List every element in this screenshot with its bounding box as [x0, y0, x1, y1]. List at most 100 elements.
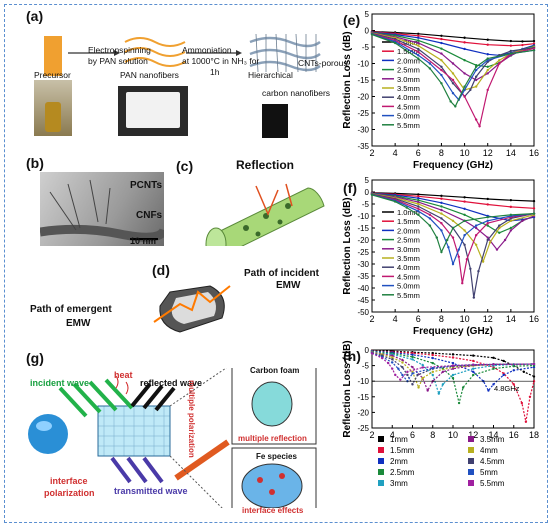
data-point: [426, 389, 429, 392]
data-point: [486, 38, 489, 41]
precursor-label: Precursor: [34, 70, 71, 80]
x-tick-label: 16: [509, 430, 519, 440]
data-point: [447, 246, 450, 249]
data-point: [472, 373, 475, 377]
data-point: [431, 373, 434, 377]
y-tick-label: -10: [357, 212, 369, 221]
legend-swatch: [468, 458, 474, 464]
fe-species-label: Fe species: [256, 452, 297, 461]
y-tick-label: -5: [362, 43, 370, 52]
data-point: [463, 234, 466, 237]
data-point: [512, 369, 515, 372]
legend-entry: 1mm: [390, 435, 408, 444]
legend-entry: 2.5mm: [390, 468, 415, 477]
data-point: [401, 358, 404, 362]
carbon-foam-label: Carbon foam: [250, 366, 300, 375]
data-point: [440, 201, 443, 204]
data-point: [421, 376, 424, 380]
data-point: [370, 33, 374, 36]
x-tick-label: 2: [369, 314, 374, 324]
y-tick-label: -5: [362, 362, 370, 371]
data-point: [472, 370, 475, 374]
data-point: [417, 197, 420, 200]
x-tick-label: 16: [529, 314, 539, 324]
data-point: [417, 44, 420, 47]
data-point: [428, 67, 432, 70]
data-point: [474, 224, 478, 227]
legend-entry: 3.5mm: [397, 254, 420, 263]
series-line: [371, 33, 535, 108]
x-tick-label: 10: [448, 430, 458, 440]
series-line: [371, 351, 535, 396]
data-point: [532, 47, 536, 50]
data-point: [416, 373, 419, 377]
data-point: [477, 270, 480, 273]
data-point: [380, 356, 384, 360]
data-point: [492, 356, 495, 359]
data-point: [509, 52, 513, 55]
data-point: [440, 222, 443, 225]
y-tick-label: -10: [357, 377, 369, 386]
legend-entry: 1.5mm: [397, 217, 420, 226]
data-point: [417, 50, 420, 54]
data-point: [440, 37, 443, 41]
data-point: [417, 41, 420, 45]
series-line: [371, 32, 535, 98]
y-tick-label: -50: [357, 308, 369, 317]
absorption-mechanism-diagram: [28, 368, 317, 508]
carbon-nanofibers-label: carbon nanofibers: [262, 88, 331, 98]
data-point: [461, 282, 464, 285]
data-point: [440, 34, 443, 37]
x-axis-label: Frequency (GHz): [413, 160, 493, 171]
data-point: [463, 213, 466, 216]
x-tick-label: 4: [393, 314, 398, 324]
legend-entry: 3mm: [390, 479, 408, 488]
bandwidth-annotation: 4.8GHz: [494, 384, 520, 393]
data-point: [440, 41, 443, 45]
incident-wave-label: incident wave: [30, 378, 90, 388]
data-point: [451, 82, 455, 85]
x-tick-label: 12: [483, 314, 493, 324]
legend-entry: 2mm: [390, 457, 408, 466]
data-point: [401, 373, 404, 377]
legend-entry: 1.0mm: [397, 208, 420, 217]
series-line: [371, 351, 535, 389]
x-tick-label: 12: [483, 148, 493, 158]
data-point: [522, 370, 526, 374]
y-axis-label: Reflection Loss (dB): [342, 340, 353, 437]
multiple-reflection-label: multiple reflection: [238, 434, 307, 443]
x-tick-label: 6: [410, 430, 415, 440]
data-point: [401, 361, 404, 364]
interface-label: interface: [50, 476, 88, 486]
data-point: [417, 202, 420, 206]
data-point: [440, 59, 443, 62]
data-point: [463, 200, 466, 203]
legend-entry: 2.5mm: [397, 236, 420, 245]
data-point: [417, 36, 420, 39]
data-point: [440, 212, 443, 215]
series-line: [371, 192, 535, 202]
legend-entry: 5mm: [480, 468, 498, 477]
transmitted-wave-label: transmitted wave: [114, 486, 188, 496]
data-point: [431, 353, 434, 357]
data-point: [532, 362, 536, 366]
series-line: [371, 192, 535, 209]
y-tick-label: -5: [362, 200, 370, 209]
panel-label-g: (g): [26, 350, 44, 366]
data-point: [509, 49, 513, 53]
x-tick-label: 10: [460, 148, 470, 158]
data-point: [449, 100, 452, 103]
series-line: [371, 352, 535, 381]
series-line: [371, 192, 535, 234]
data-point: [509, 213, 513, 216]
data-point: [512, 365, 515, 368]
legend-entry: 1.5mm: [390, 446, 415, 455]
data-point: [474, 243, 478, 246]
data-point: [520, 401, 524, 405]
x-tick-label: 14: [488, 430, 498, 440]
step2-label: Ammoniation: [182, 45, 232, 55]
data-point: [498, 231, 501, 234]
data-point: [440, 68, 443, 72]
legend-entry: 3.0mm: [397, 75, 420, 84]
